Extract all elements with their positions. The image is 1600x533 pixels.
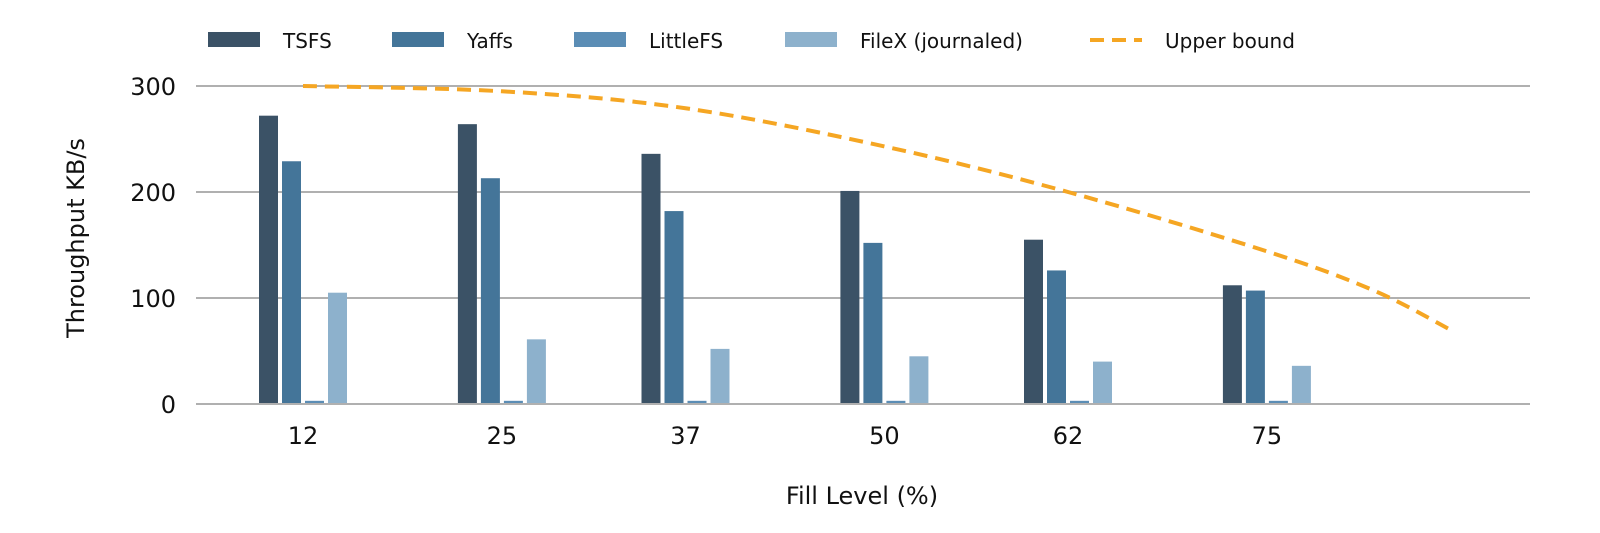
bar-littlefs-62 xyxy=(1070,400,1089,404)
legend-label: TSFS xyxy=(282,29,332,53)
upper-bound-line xyxy=(302,84,1452,332)
legend-label: Yaffs xyxy=(466,29,513,53)
bar-littlefs-37 xyxy=(687,400,707,404)
y-tick-label: 0 xyxy=(161,391,176,419)
bar-filex-journaled-75 xyxy=(1291,365,1311,404)
legend-label: FileX (journaled) xyxy=(860,29,1023,53)
bar-littlefs-25 xyxy=(503,400,523,404)
upper-bound-line-group xyxy=(302,84,1452,332)
bar-yaffs-62 xyxy=(1047,270,1066,404)
x-tick-label: 12 xyxy=(288,422,319,450)
x-tick-label: 75 xyxy=(1252,422,1283,450)
bars xyxy=(259,115,1311,405)
bar-yaffs-37 xyxy=(664,211,684,404)
legend-label: Upper bound xyxy=(1165,29,1295,53)
legend-swatch xyxy=(785,32,837,47)
legend-item-upper-bound: Upper bound xyxy=(1090,29,1295,53)
legend-label: LittleFS xyxy=(649,29,723,53)
y-tick-label: 200 xyxy=(130,179,176,207)
bar-tsfs-62 xyxy=(1024,239,1043,404)
legend: TSFS Yaffs LittleFS FileX (journaled) Upper … xyxy=(208,29,1295,53)
bar-tsfs-75 xyxy=(1222,285,1242,404)
bar-filex-journaled-62 xyxy=(1093,361,1112,404)
bar-filex-journaled-12 xyxy=(328,292,347,404)
y-axis-title: Throughput KB/s xyxy=(62,138,90,339)
x-tick-label: 50 xyxy=(869,422,900,450)
legend-item-filex-journaled: FileX (journaled) xyxy=(785,29,1023,53)
bar-yaffs-25 xyxy=(480,178,500,404)
grid-lines xyxy=(196,85,1530,405)
x-tick-label: 25 xyxy=(487,422,518,450)
y-tick-label: 100 xyxy=(130,285,176,313)
bar-littlefs-75 xyxy=(1268,400,1288,404)
x-tick-label: 62 xyxy=(1053,422,1084,450)
legend-swatch xyxy=(574,32,626,47)
axes: 0 100 200 300 12 25 37 50 62 75 xyxy=(130,73,1530,450)
legend-item-littlefs: LittleFS xyxy=(574,29,723,53)
bar-filex-journaled-50 xyxy=(909,356,929,404)
bar-yaffs-75 xyxy=(1245,290,1265,404)
bar-filex-journaled-25 xyxy=(526,339,546,404)
bar-tsfs-50 xyxy=(840,190,860,404)
y-tick-label: 300 xyxy=(130,73,176,101)
x-axis-title: Fill Level (%) xyxy=(786,482,938,510)
legend-swatch xyxy=(392,32,444,47)
bar-yaffs-12 xyxy=(282,161,301,404)
legend-item-tsfs: TSFS xyxy=(208,29,332,53)
legend-swatch xyxy=(208,32,260,47)
bar-tsfs-12 xyxy=(259,115,278,405)
bar-yaffs-50 xyxy=(863,242,883,404)
bar-filex-journaled-37 xyxy=(710,348,730,404)
bar-tsfs-37 xyxy=(641,153,661,404)
x-tick-label: 37 xyxy=(670,422,701,450)
bar-littlefs-50 xyxy=(886,400,906,404)
bar-tsfs-25 xyxy=(457,124,477,404)
legend-item-yaffs: Yaffs xyxy=(392,29,513,53)
bar-littlefs-12 xyxy=(305,400,324,404)
